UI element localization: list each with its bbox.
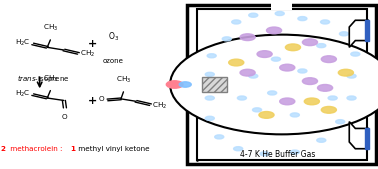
Circle shape	[338, 69, 353, 76]
Text: CH$_3$: CH$_3$	[43, 74, 58, 84]
Text: CH$_3$: CH$_3$	[116, 75, 131, 85]
Text: O: O	[62, 114, 68, 120]
Circle shape	[328, 96, 337, 100]
Circle shape	[268, 91, 277, 95]
Circle shape	[339, 32, 349, 36]
Circle shape	[317, 44, 326, 48]
Bar	[186, 77, 198, 92]
Circle shape	[351, 52, 360, 56]
Circle shape	[298, 69, 307, 73]
Circle shape	[259, 112, 274, 118]
Text: 1: 1	[70, 146, 75, 152]
Bar	[271, 3, 292, 10]
Circle shape	[234, 147, 243, 151]
Text: $\it{trans}$-isoprene: $\it{trans}$-isoprene	[17, 73, 70, 84]
Circle shape	[179, 82, 191, 87]
Circle shape	[302, 39, 318, 46]
Text: +: +	[88, 96, 97, 106]
Text: methacrolein :: methacrolein :	[8, 146, 65, 152]
Bar	[196, 77, 207, 92]
Circle shape	[166, 81, 183, 88]
Circle shape	[215, 135, 224, 139]
Circle shape	[280, 64, 295, 71]
Circle shape	[253, 108, 262, 112]
Polygon shape	[365, 20, 369, 41]
Bar	[202, 77, 227, 92]
Circle shape	[347, 96, 356, 100]
Circle shape	[317, 138, 326, 142]
Circle shape	[266, 27, 282, 34]
Circle shape	[205, 96, 214, 100]
Bar	[197, 9, 367, 160]
Circle shape	[229, 59, 244, 66]
Text: +: +	[88, 39, 97, 49]
Circle shape	[304, 98, 319, 105]
Text: H$_2$C: H$_2$C	[15, 89, 31, 99]
Circle shape	[170, 35, 378, 134]
Text: 4-7 K He Buffer Gas: 4-7 K He Buffer Gas	[240, 150, 316, 159]
Circle shape	[237, 96, 246, 100]
Circle shape	[240, 69, 255, 76]
Circle shape	[285, 44, 301, 51]
Circle shape	[321, 106, 336, 113]
Bar	[187, 5, 376, 164]
Circle shape	[205, 72, 214, 76]
Text: CH$_2$: CH$_2$	[152, 100, 167, 111]
Circle shape	[240, 34, 255, 41]
Circle shape	[290, 150, 299, 154]
Circle shape	[290, 113, 299, 117]
Circle shape	[257, 51, 272, 57]
Circle shape	[205, 116, 214, 120]
Circle shape	[336, 120, 345, 124]
Circle shape	[207, 54, 216, 58]
Circle shape	[249, 13, 258, 17]
Circle shape	[347, 74, 356, 78]
Circle shape	[232, 20, 241, 24]
Circle shape	[298, 17, 307, 21]
Circle shape	[275, 11, 284, 16]
Circle shape	[318, 84, 333, 91]
Polygon shape	[349, 20, 368, 47]
Circle shape	[321, 56, 336, 63]
Text: O: O	[99, 96, 104, 102]
Circle shape	[222, 37, 231, 41]
Polygon shape	[365, 128, 369, 149]
Circle shape	[249, 74, 258, 78]
Circle shape	[302, 78, 318, 84]
Polygon shape	[349, 122, 368, 149]
Circle shape	[321, 20, 330, 24]
Text: 2: 2	[0, 146, 5, 152]
Text: O$_3$: O$_3$	[108, 31, 119, 43]
Text: methyl vinyl ketone: methyl vinyl ketone	[76, 146, 150, 152]
Text: H$_2$C: H$_2$C	[15, 38, 31, 48]
Text: CH$_3$: CH$_3$	[43, 23, 58, 33]
Circle shape	[280, 98, 295, 105]
Circle shape	[260, 152, 269, 156]
Text: CH$_2$: CH$_2$	[80, 49, 96, 59]
Text: ozone: ozone	[103, 58, 124, 64]
Circle shape	[271, 57, 280, 61]
